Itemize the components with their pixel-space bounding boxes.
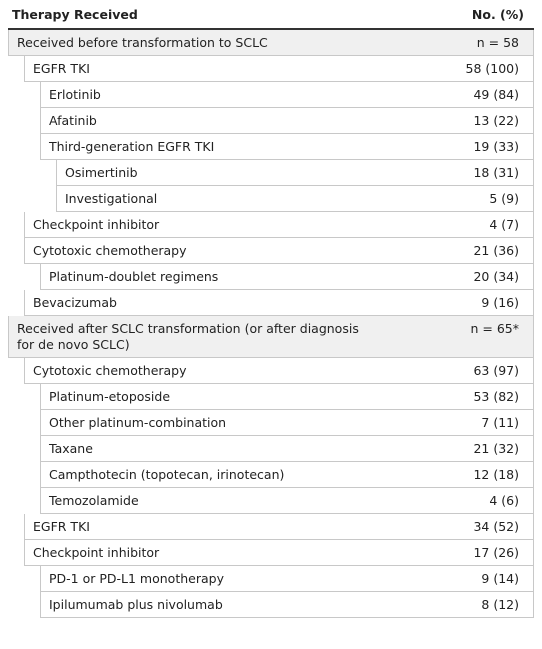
row-label: Campthotecin (topotecan, irinotecan) xyxy=(49,467,285,482)
row-value: n = 58 xyxy=(476,35,519,50)
row-label: Received before transformation to SCLC xyxy=(17,35,268,50)
row-value: 63 (97) xyxy=(473,363,519,378)
row-value: 9 (16) xyxy=(481,295,519,310)
row-label: Temozolamide xyxy=(49,493,139,508)
row-label: PD-1 or PD-L1 monotherapy xyxy=(49,571,224,586)
table-row: EGFR TKI 58 (100) xyxy=(24,56,534,82)
row-value: 58 (100) xyxy=(465,61,520,76)
header-value: No. (%) xyxy=(471,7,524,22)
row-label: Cytotoxic chemotherapy xyxy=(33,243,187,258)
table-row: Received before transformation to SCLC n … xyxy=(8,30,534,56)
table-row: Checkpoint inhibitor 17 (26) xyxy=(24,540,534,566)
row-label: Checkpoint inhibitor xyxy=(33,545,160,560)
table-row: Bevacizumab 9 (16) xyxy=(24,290,534,316)
table-row: EGFR TKI 34 (52) xyxy=(24,514,534,540)
table-row: Cytotoxic chemotherapy 63 (97) xyxy=(24,358,534,384)
row-value: 18 (31) xyxy=(473,165,519,180)
table-row: Third-generation EGFR TKI 19 (33) xyxy=(40,134,534,160)
row-label: Cytotoxic chemotherapy xyxy=(33,363,187,378)
row-label: Ipilumumab plus nivolumab xyxy=(49,597,223,612)
row-value: 20 (34) xyxy=(473,269,519,284)
row-label: EGFR TKI xyxy=(33,519,90,534)
table-row: Ipilumumab plus nivolumab 8 (12) xyxy=(40,592,534,618)
table-row: Taxane 21 (32) xyxy=(40,436,534,462)
row-value: 53 (82) xyxy=(473,389,519,404)
row-label: Received after SCLC transformation (or a… xyxy=(17,321,359,352)
row-value: 7 (11) xyxy=(481,415,519,430)
header-label: Therapy Received xyxy=(12,7,138,22)
row-label: Platinum-etoposide xyxy=(49,389,171,404)
table-row: Campthotecin (topotecan, irinotecan) 12 (… xyxy=(40,462,534,488)
row-value: 49 (84) xyxy=(473,87,519,102)
table: Therapy Received No. (%) Received before… xyxy=(8,4,534,618)
row-value: 4 (6) xyxy=(489,493,519,508)
row-value: n = 65* xyxy=(470,321,520,336)
table-row: Cytotoxic chemotherapy 21 (36) xyxy=(24,238,534,264)
table-row: Temozolamide 4 (6) xyxy=(40,488,534,514)
row-label: Platinum-doublet regimens xyxy=(49,269,219,284)
row-label: Afatinib xyxy=(49,113,97,128)
row-label: Other platinum-combination xyxy=(49,415,227,430)
table-row: Erlotinib 49 (84) xyxy=(40,82,534,108)
table-row: Other platinum-combination 7 (11) xyxy=(40,410,534,436)
row-value: 17 (26) xyxy=(473,545,519,560)
row-label: EGFR TKI xyxy=(33,61,90,76)
row-label: Checkpoint inhibitor xyxy=(33,217,160,232)
table-row: Checkpoint inhibitor 4 (7) xyxy=(24,212,534,238)
row-value: 4 (7) xyxy=(489,217,519,232)
row-value: 21 (36) xyxy=(473,243,519,258)
table-row: Platinum-etoposide 53 (82) xyxy=(40,384,534,410)
header-row: Therapy Received No. (%) xyxy=(8,4,534,30)
table-row: Received after SCLC transformation (or a… xyxy=(8,316,534,358)
row-value: 12 (18) xyxy=(473,467,519,482)
row-value: 9 (14) xyxy=(481,571,519,586)
table-row: Platinum-doublet regimens 20 (34) xyxy=(40,264,534,290)
row-label: Taxane xyxy=(49,441,93,456)
row-label: Third-generation EGFR TKI xyxy=(49,139,215,154)
row-value: 8 (12) xyxy=(481,597,519,612)
row-label: Investigational xyxy=(65,191,158,206)
row-value: 13 (22) xyxy=(473,113,519,128)
row-label: Bevacizumab xyxy=(33,295,117,310)
row-label: Erlotinib xyxy=(49,87,101,102)
table-row: Investigational 5 (9) xyxy=(56,186,534,212)
row-value: 21 (32) xyxy=(473,441,519,456)
table-row: Afatinib 13 (22) xyxy=(40,108,534,134)
row-value: 5 (9) xyxy=(489,191,519,206)
row-label: Osimertinib xyxy=(65,165,138,180)
row-value: 34 (52) xyxy=(473,519,519,534)
table-row: PD-1 or PD-L1 monotherapy 9 (14) xyxy=(40,566,534,592)
table-row: Osimertinib 18 (31) xyxy=(56,160,534,186)
row-value: 19 (33) xyxy=(473,139,519,154)
